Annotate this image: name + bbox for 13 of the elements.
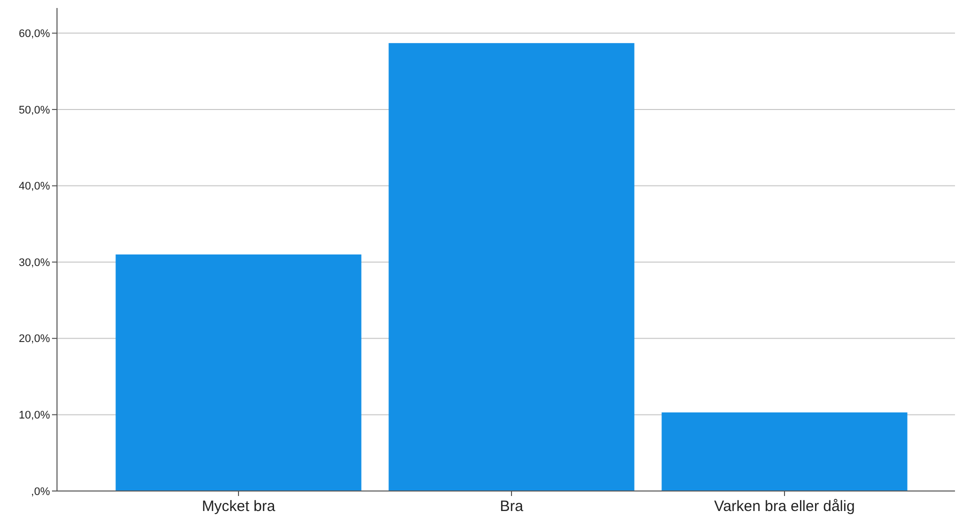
y-tick-label: 30,0% <box>18 256 50 269</box>
y-tick-label: 10,0% <box>18 410 50 422</box>
bar <box>116 254 362 491</box>
y-tick-label: 50,0% <box>18 104 50 116</box>
bar <box>662 412 908 491</box>
y-tick-label: ,0% <box>31 486 50 498</box>
y-tick-label: 40,0% <box>18 180 50 193</box>
y-tick-label: 60,0% <box>18 28 50 40</box>
bar <box>388 43 634 491</box>
x-tick-label: Bra <box>500 498 524 515</box>
x-tick-label: Varken bra eller dålig <box>714 498 855 515</box>
y-tick-label: 20,0% <box>18 333 50 346</box>
x-tick-label: Mycket bra <box>202 498 276 515</box>
